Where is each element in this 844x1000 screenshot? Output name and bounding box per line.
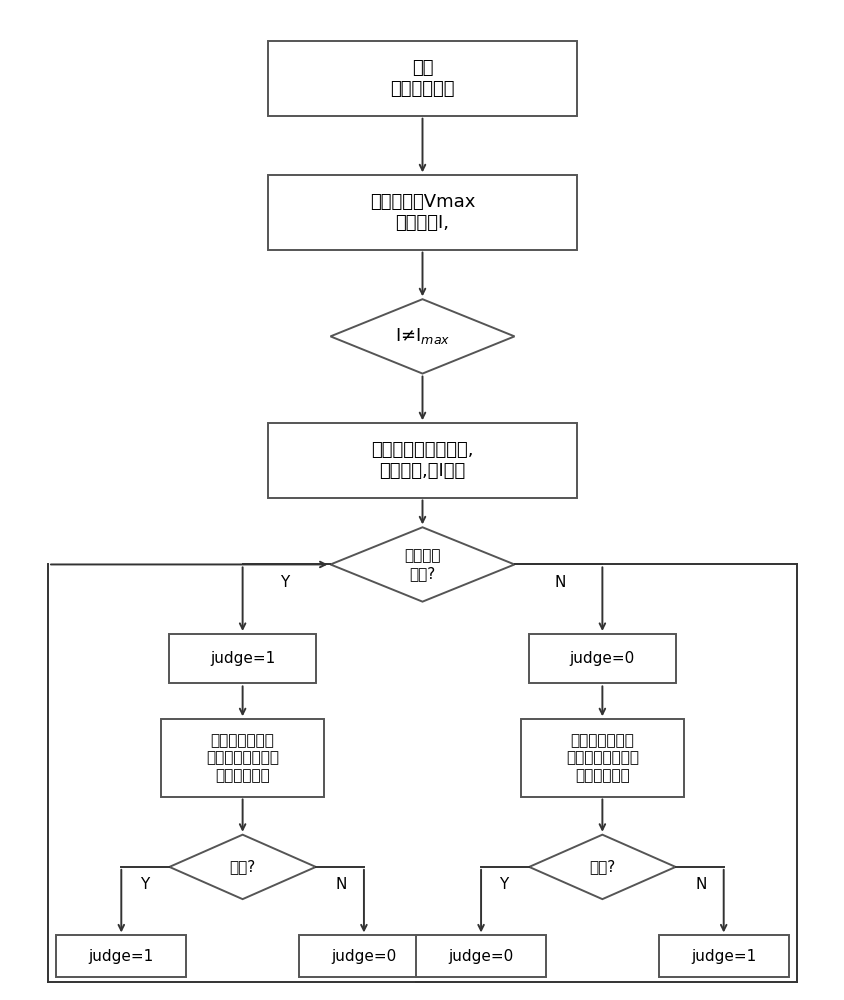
Text: 电压增加一个步
长，采集数据并与
之前数据比较: 电压增加一个步 长，采集数据并与 之前数据比较 — [206, 733, 279, 783]
Polygon shape — [330, 299, 514, 374]
Polygon shape — [330, 527, 514, 602]
Text: Y: Y — [279, 575, 289, 590]
Text: judge=1: judge=1 — [210, 651, 275, 666]
Text: judge=1: judge=1 — [89, 949, 154, 964]
Text: 开始
设置扫描参数: 开始 设置扫描参数 — [390, 59, 454, 98]
FancyBboxPatch shape — [268, 175, 576, 250]
FancyBboxPatch shape — [169, 634, 316, 683]
FancyBboxPatch shape — [268, 423, 576, 498]
Text: Y: Y — [499, 877, 508, 892]
Text: N: N — [555, 575, 565, 590]
FancyBboxPatch shape — [528, 634, 675, 683]
Text: judge=1: judge=1 — [690, 949, 755, 964]
Text: 增大?: 增大? — [588, 859, 614, 874]
Text: judge=0: judge=0 — [331, 949, 396, 964]
FancyBboxPatch shape — [268, 41, 576, 116]
FancyBboxPatch shape — [520, 719, 683, 797]
FancyBboxPatch shape — [161, 719, 324, 797]
FancyBboxPatch shape — [658, 935, 787, 977]
Text: 电压减小一个步
长，采集数据并与
之前数据比较: 电压减小一个步 长，采集数据并与 之前数据比较 — [565, 733, 638, 783]
Text: 增大?: 增大? — [230, 859, 256, 874]
Text: I≠I$_{max}$: I≠I$_{max}$ — [394, 326, 450, 346]
Text: judge=0: judge=0 — [569, 651, 634, 666]
Text: N: N — [694, 877, 706, 892]
Text: N: N — [335, 877, 346, 892]
Text: 输出信号
增大?: 输出信号 增大? — [403, 548, 441, 581]
FancyBboxPatch shape — [57, 935, 186, 977]
Text: Y: Y — [139, 877, 149, 892]
FancyBboxPatch shape — [416, 935, 545, 977]
Text: 设置电压为Vmax
采集数据I,: 设置电压为Vmax 采集数据I, — [370, 193, 474, 232]
Text: judge=0: judge=0 — [448, 949, 513, 964]
Text: 电压值增加一个步长,
采集数据,与I比较: 电压值增加一个步长, 采集数据,与I比较 — [371, 441, 473, 480]
FancyBboxPatch shape — [299, 935, 428, 977]
Polygon shape — [528, 835, 675, 899]
Polygon shape — [169, 835, 316, 899]
